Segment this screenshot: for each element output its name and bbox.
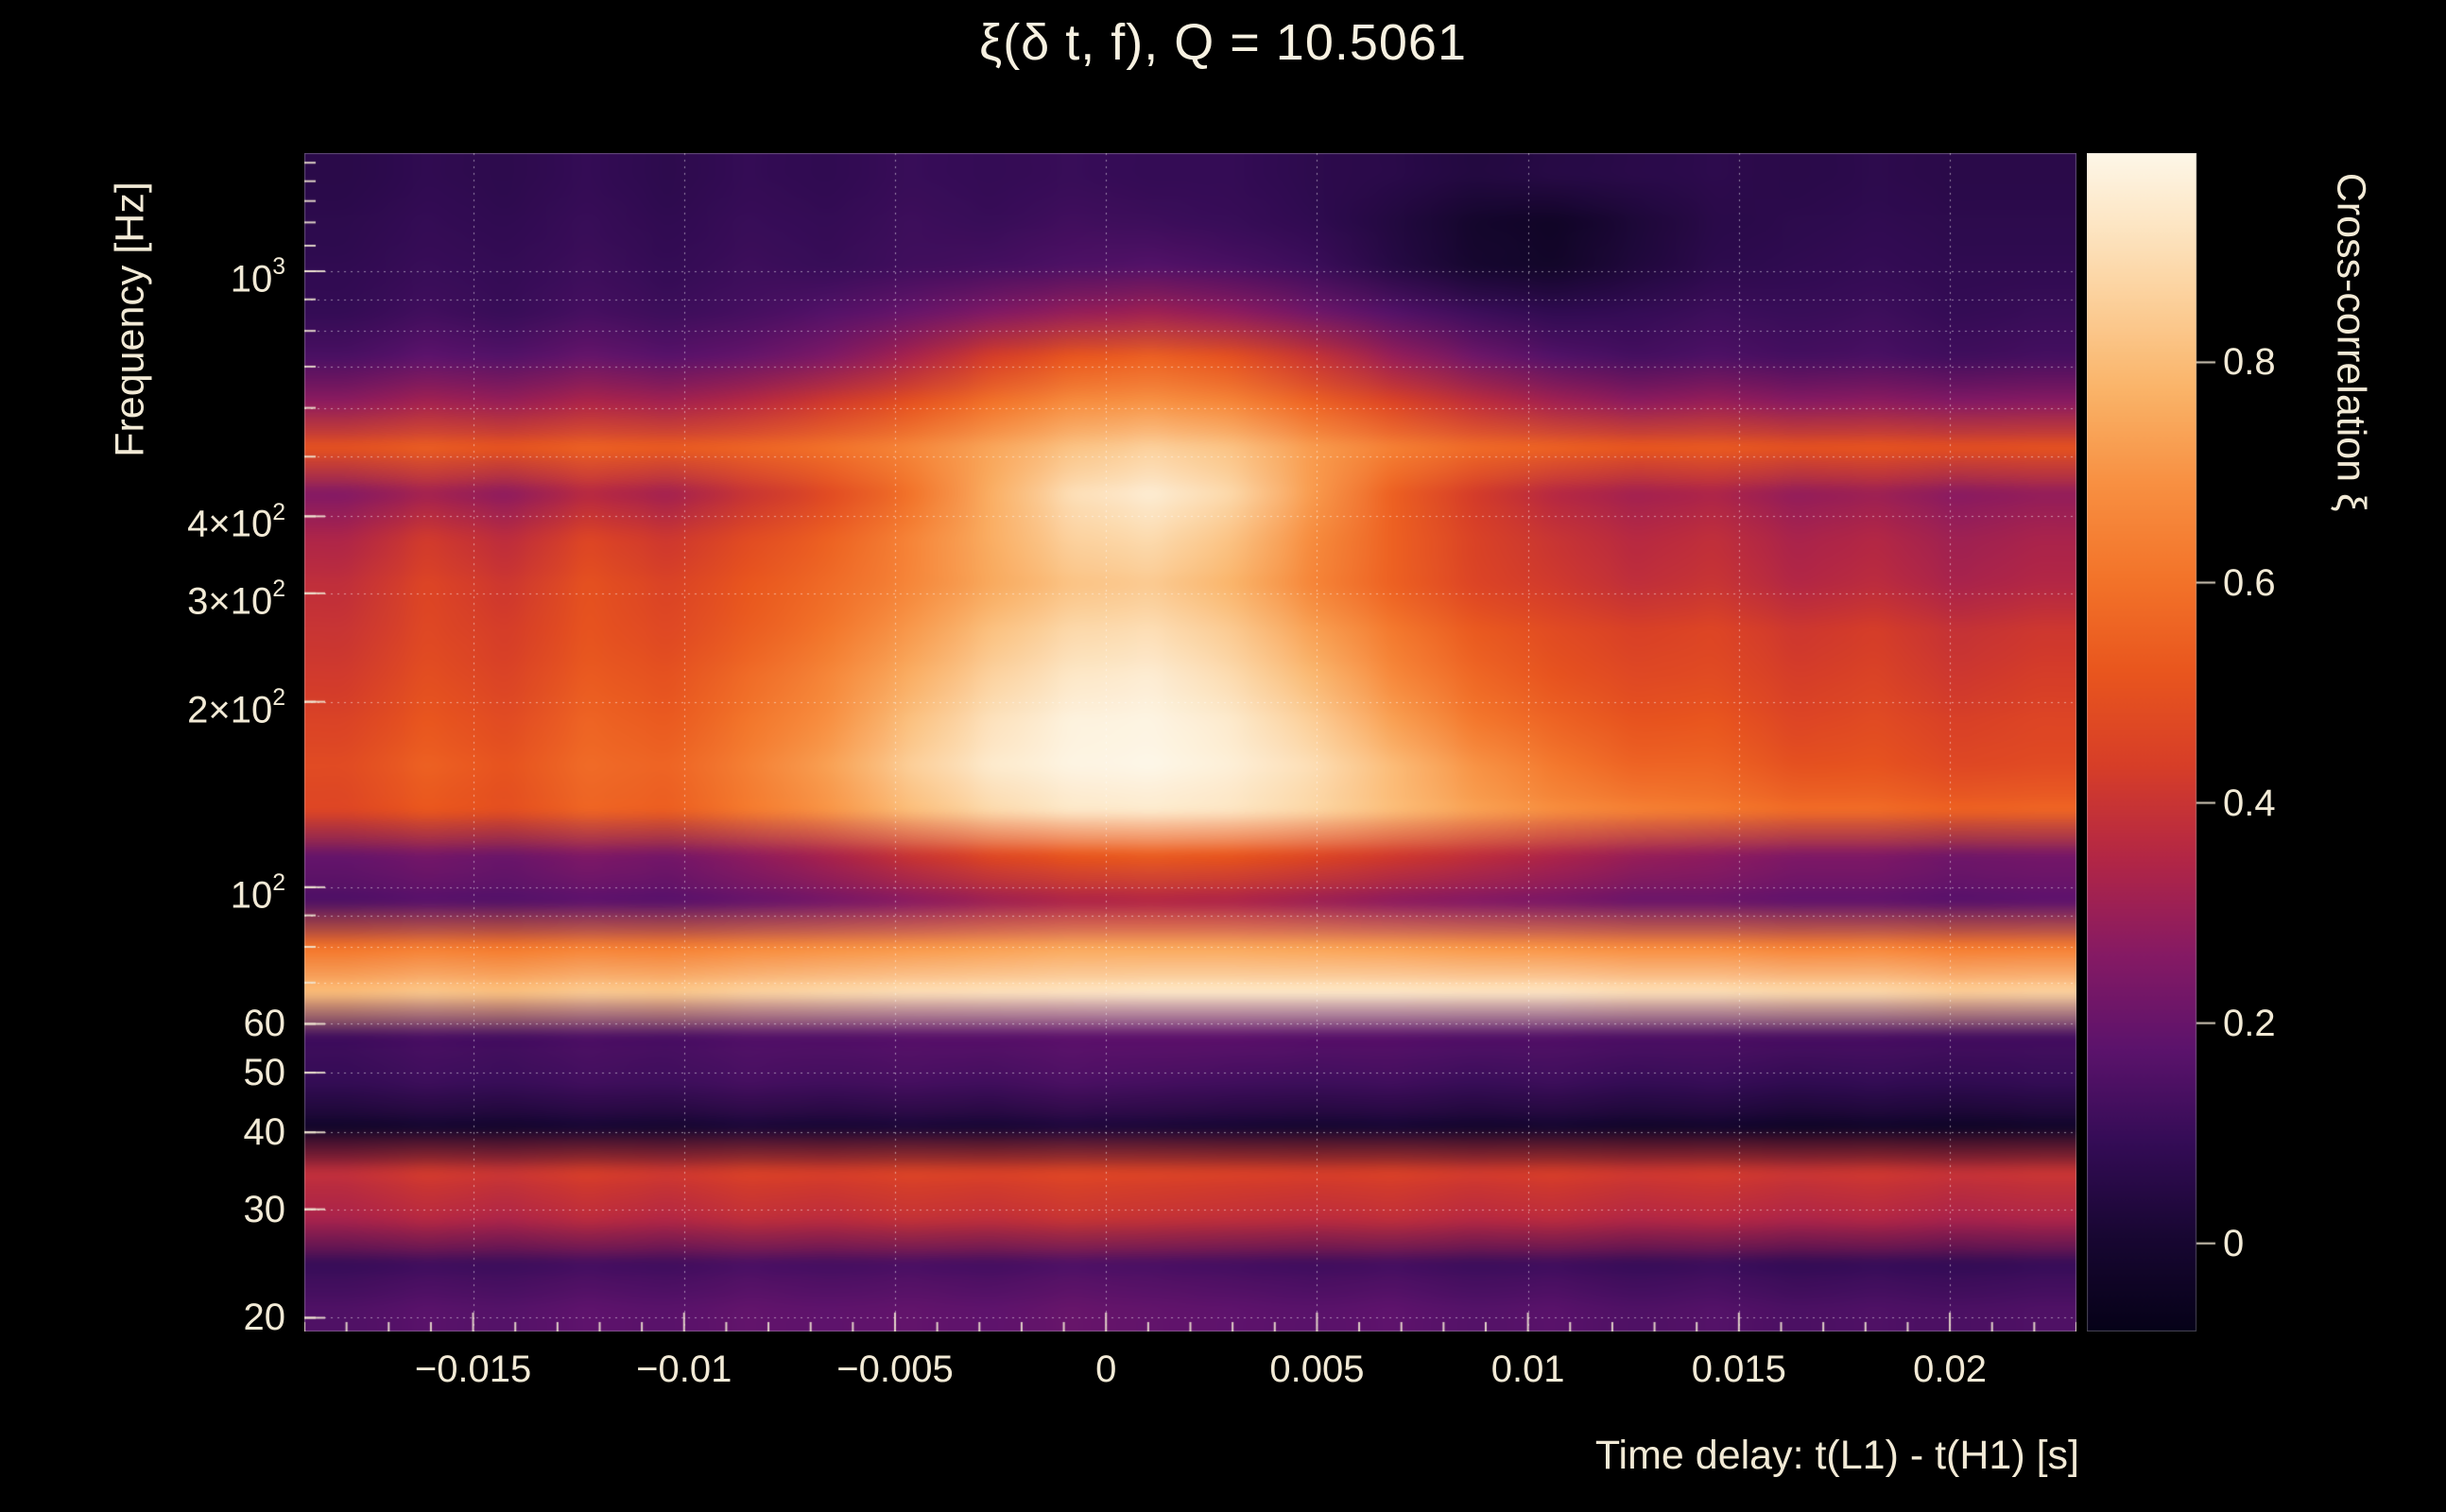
- colorbar-canvas: [2087, 153, 2219, 1332]
- x-tick-label: 0.015: [1691, 1349, 1786, 1390]
- colorbar-tick-label: 0.8: [2223, 341, 2276, 384]
- x-tick-label: 0.005: [1269, 1349, 1365, 1390]
- colorbar-tick-label: 0.4: [2223, 782, 2276, 824]
- x-axis-title: Time delay: t(L1) - t(H1) [s]: [1594, 1433, 2079, 1478]
- x-tick-label: −0.015: [414, 1349, 532, 1390]
- y-tick-label: 103: [230, 254, 285, 301]
- y-axis-title: Frequency [Hz]: [107, 181, 153, 457]
- y-tick-label: 102: [230, 870, 285, 917]
- x-tick-label: 0: [1095, 1349, 1117, 1390]
- y-tick-label: 20: [243, 1297, 286, 1339]
- plot-title: ξ(δ t, f), Q = 10.5061: [979, 14, 1467, 71]
- x-tick-label: 0.01: [1490, 1349, 1565, 1390]
- x-tick-label: −0.005: [836, 1349, 954, 1390]
- heatmap-canvas: [304, 153, 2076, 1332]
- y-tick-label: 4×102: [187, 499, 285, 545]
- y-tick-label: 60: [243, 1003, 286, 1045]
- y-tick-label: 30: [243, 1188, 286, 1230]
- colorbar-tick-label: 0: [2223, 1222, 2245, 1264]
- colorbar-tick-label: 0.6: [2223, 561, 2276, 604]
- y-tick-label: 50: [243, 1052, 286, 1094]
- colorbar-tick-label: 0.2: [2223, 1002, 2276, 1044]
- x-tick-label: 0.02: [1913, 1349, 1987, 1390]
- x-tick-label: −0.01: [636, 1349, 732, 1390]
- y-tick-label: 3×102: [187, 576, 285, 623]
- y-tick-label: 2×102: [187, 684, 285, 730]
- y-tick-label: 40: [243, 1111, 286, 1154]
